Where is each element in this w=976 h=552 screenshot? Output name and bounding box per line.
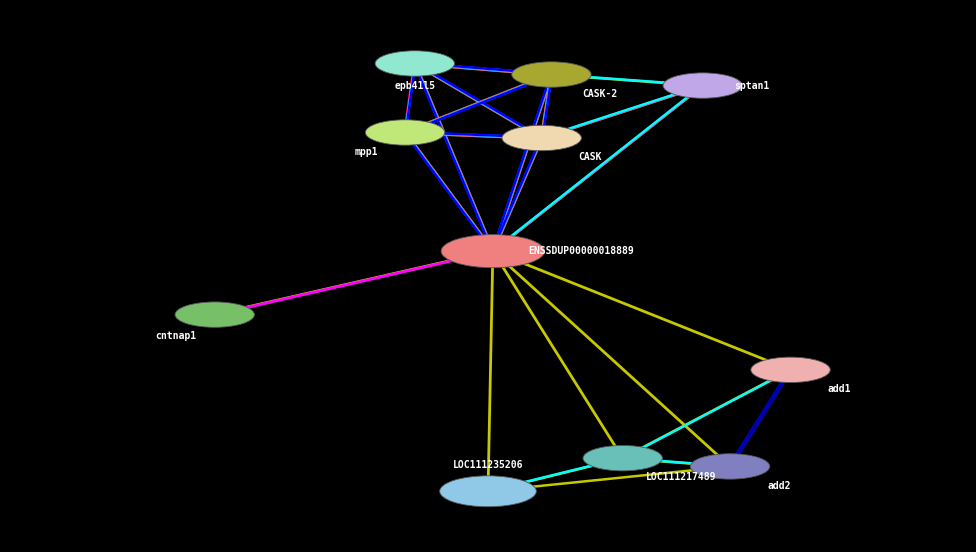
Ellipse shape [511, 62, 591, 87]
Text: LOC111217489: LOC111217489 [646, 473, 716, 482]
Ellipse shape [751, 357, 831, 383]
Ellipse shape [365, 120, 445, 145]
Ellipse shape [439, 476, 537, 507]
Text: add2: add2 [767, 481, 791, 491]
Text: mpp1: mpp1 [354, 147, 378, 157]
Text: add1: add1 [828, 384, 851, 394]
Text: CASK: CASK [579, 152, 602, 162]
Ellipse shape [175, 302, 255, 327]
Ellipse shape [441, 235, 545, 268]
Ellipse shape [663, 73, 743, 98]
Ellipse shape [583, 445, 663, 471]
Ellipse shape [375, 51, 455, 76]
Ellipse shape [502, 125, 582, 151]
Text: cntnap1: cntnap1 [155, 331, 196, 341]
Text: sptan1: sptan1 [734, 81, 769, 91]
Text: ENSSDUP00000018889: ENSSDUP00000018889 [528, 246, 633, 256]
Text: epb41l5: epb41l5 [394, 81, 435, 91]
Text: CASK-2: CASK-2 [583, 89, 618, 99]
Ellipse shape [690, 454, 770, 479]
Text: LOC111235206: LOC111235206 [453, 460, 523, 470]
